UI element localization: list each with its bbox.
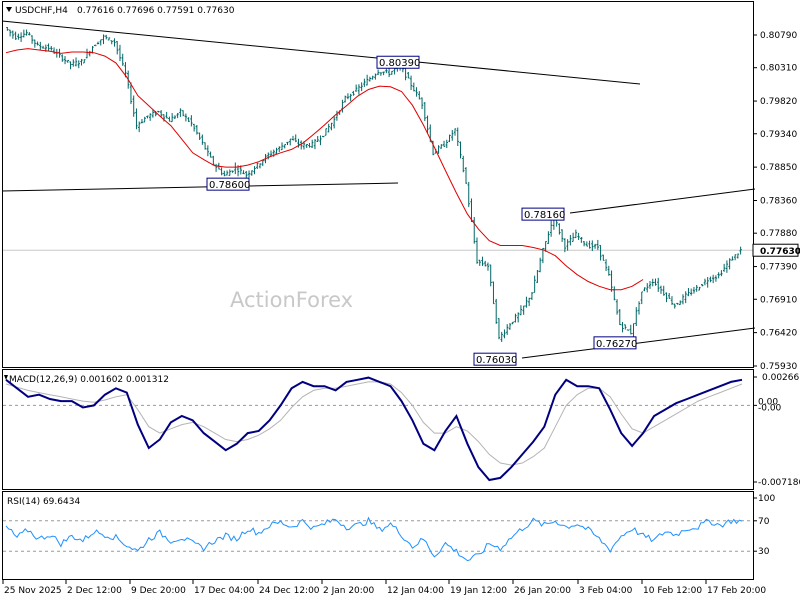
macd-tick-top: 0.00266 bbox=[762, 373, 799, 383]
macd-signal-line bbox=[5, 381, 743, 466]
rsi-tick-label: 30 bbox=[758, 547, 770, 557]
macd-tick-bottom: -0.007186 bbox=[758, 478, 800, 488]
time-tick-label: 3 Feb 04:00 bbox=[579, 586, 633, 596]
trend-line bbox=[521, 327, 756, 359]
annotation-label: 0.78600 bbox=[209, 180, 250, 191]
macd-line bbox=[5, 376, 743, 482]
trend-line bbox=[1, 182, 399, 192]
time-tick-label: 17 Dec 04:00 bbox=[194, 586, 255, 596]
macd-panel-frame bbox=[2, 369, 754, 490]
trend-line bbox=[1, 20, 641, 85]
annotation-box bbox=[206, 177, 250, 191]
price-tick-label: 0.75930 bbox=[760, 362, 797, 372]
rsi-label: RSI(14) 69.6434 bbox=[7, 497, 80, 507]
macd-indicator: 0.00266 0.00-0.00 -0.007186 bbox=[3, 373, 800, 488]
price-tick-label: 0.76910 bbox=[760, 295, 797, 305]
trend-line bbox=[569, 188, 756, 214]
time-tick-label: 17 Feb 20:00 bbox=[707, 586, 766, 596]
macd-tick-zero-a: 0.00 bbox=[758, 397, 778, 407]
trend-lines bbox=[1, 20, 756, 359]
macd-tick-zero-b: -0.00 bbox=[758, 403, 782, 413]
price-tick-label: 0.80790 bbox=[760, 31, 797, 41]
current-price-line: 0.77630 bbox=[3, 243, 800, 257]
annotation-box bbox=[521, 207, 565, 221]
current-price-box bbox=[752, 243, 799, 257]
price-tick-label: 0.78360 bbox=[760, 197, 797, 207]
dropdown-triangle-icon[interactable] bbox=[6, 7, 12, 12]
time-tick-label: 9 Dec 20:00 bbox=[131, 586, 186, 596]
chart-symbol: USDCHF,H4 bbox=[15, 6, 68, 16]
price-tick-label: 0.77880 bbox=[760, 229, 797, 239]
time-axis: 25 Nov 2025 2 Dec 12:00 9 Dec 20:00 17 Dec … bbox=[2, 580, 766, 596]
annotation-label: 0.80390 bbox=[379, 58, 420, 69]
time-tick-label: 25 Nov 2025 bbox=[4, 586, 62, 596]
annotation-box bbox=[473, 352, 517, 366]
time-tick-label: 2 Dec 12:00 bbox=[67, 586, 122, 596]
time-tick-label: 24 Dec 12:00 bbox=[259, 586, 320, 596]
rsi-tick-label: 100 bbox=[758, 494, 775, 504]
annotation-box bbox=[376, 55, 420, 69]
macd-marker-icon bbox=[4, 375, 8, 380]
price-tick-label: 0.79340 bbox=[760, 130, 797, 140]
price-tick-label: 0.80310 bbox=[760, 64, 797, 74]
rsi-panel-frame bbox=[2, 491, 754, 580]
rsi-indicator: 100 70 30 bbox=[3, 494, 775, 562]
annotation-label: 0.76030 bbox=[476, 355, 517, 366]
time-tick-label: 19 Jan 12:00 bbox=[450, 586, 507, 596]
current-price-label: 0.77630 bbox=[760, 247, 800, 257]
macd-label: MACD(12,26,9) 0.001602 0.001312 bbox=[9, 375, 169, 385]
annotation-label: 0.78160 bbox=[524, 210, 565, 221]
annotation-box bbox=[593, 336, 637, 350]
price-axis: 0.80790 0.80310 0.79820 0.79340 0.78850 0.783… bbox=[753, 31, 797, 372]
candles bbox=[6, 26, 742, 342]
price-annotations: 0.80390 0.78600 0.78160 0.76270 0.76030 bbox=[206, 55, 637, 366]
time-tick-label: 2 Jan 20:00 bbox=[323, 586, 375, 596]
price-tick-label: 0.77390 bbox=[760, 263, 797, 273]
ohlc-values: 0.77616 0.77696 0.77591 0.77630 bbox=[77, 6, 235, 16]
watermark: ActionForex bbox=[230, 288, 353, 312]
rsi-line bbox=[5, 516, 743, 562]
price-tick-label: 0.79820 bbox=[760, 97, 797, 107]
price-tick-label: 0.78850 bbox=[760, 163, 797, 173]
price-panel-frame bbox=[2, 1, 754, 368]
time-tick-label: 26 Jan 20:00 bbox=[514, 586, 571, 596]
price-tick-label: 0.76420 bbox=[760, 329, 797, 339]
time-tick-label: 12 Jan 04:00 bbox=[387, 586, 444, 596]
annotation-label: 0.76270 bbox=[596, 339, 637, 350]
moving-average-line bbox=[5, 48, 644, 291]
moving-average bbox=[5, 48, 644, 291]
rsi-tick-label: 70 bbox=[758, 517, 770, 527]
time-tick-label: 10 Feb 12:00 bbox=[643, 586, 702, 596]
